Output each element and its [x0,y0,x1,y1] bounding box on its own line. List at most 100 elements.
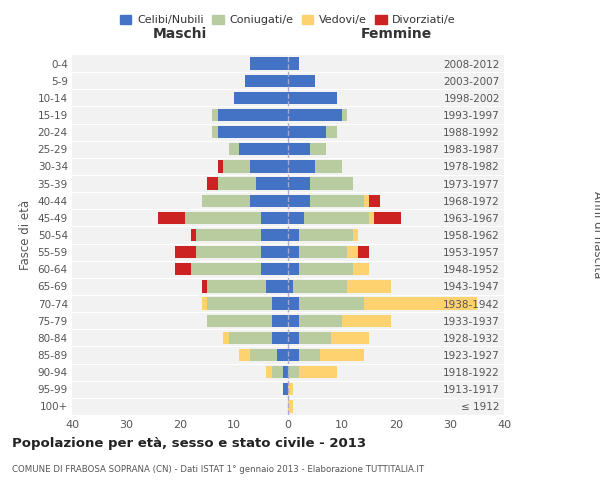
Text: Anni di nascita: Anni di nascita [590,192,600,278]
Bar [288,126,326,138]
Bar [288,246,299,258]
Bar [288,383,293,396]
Bar [207,298,272,310]
Bar [261,229,288,241]
Bar [288,92,337,104]
Bar [158,212,185,224]
Bar [288,58,299,70]
Bar [261,246,288,258]
Bar [347,246,358,258]
Bar [353,229,358,241]
Bar [207,280,266,292]
Bar [223,332,229,344]
Bar [331,332,369,344]
Bar [342,109,347,121]
Bar [315,160,342,172]
Bar [310,194,364,207]
Text: COMUNE DI FRABOSA SOPRANA (CN) - Dati ISTAT 1° gennaio 2013 - Elaborazione TUTTI: COMUNE DI FRABOSA SOPRANA (CN) - Dati IS… [12,466,424,474]
Bar [202,298,207,310]
Bar [288,194,310,207]
Bar [288,109,342,121]
Bar [283,366,288,378]
Bar [288,366,299,378]
Bar [369,212,374,224]
Bar [175,246,196,258]
Bar [299,349,320,361]
Bar [212,109,218,121]
Bar [299,314,342,327]
Bar [218,109,288,121]
Bar [288,178,310,190]
Bar [353,263,369,276]
Bar [212,126,218,138]
Bar [293,280,347,292]
Bar [266,280,288,292]
Bar [272,366,283,378]
Bar [299,366,337,378]
Bar [272,314,288,327]
Text: Femmine: Femmine [361,28,431,42]
Bar [261,263,288,276]
Bar [191,229,196,241]
Bar [218,160,223,172]
Bar [288,332,299,344]
Bar [288,314,299,327]
Bar [229,332,272,344]
Bar [191,263,261,276]
Bar [175,263,191,276]
Bar [288,229,299,241]
Bar [374,212,401,224]
Bar [239,349,250,361]
Bar [288,160,315,172]
Bar [288,400,293,412]
Bar [326,126,337,138]
Bar [234,92,288,104]
Bar [320,349,364,361]
Bar [364,194,369,207]
Bar [218,126,288,138]
Bar [288,349,299,361]
Bar [364,298,477,310]
Text: Popolazione per età, sesso e stato civile - 2013: Popolazione per età, sesso e stato civil… [12,438,366,450]
Bar [277,349,288,361]
Bar [202,280,207,292]
Bar [250,160,288,172]
Bar [283,383,288,396]
Bar [272,298,288,310]
Bar [218,178,256,190]
Bar [288,280,293,292]
Bar [358,246,369,258]
Bar [299,246,347,258]
Bar [229,143,239,156]
Bar [310,143,326,156]
Bar [261,212,288,224]
Bar [272,332,288,344]
Bar [207,314,272,327]
Bar [245,74,288,87]
Bar [299,263,353,276]
Bar [299,229,353,241]
Bar [288,298,299,310]
Bar [288,143,310,156]
Bar [299,332,331,344]
Bar [256,178,288,190]
Bar [250,58,288,70]
Legend: Celibi/Nubili, Coniugati/e, Vedovi/e, Divorziati/e: Celibi/Nubili, Coniugati/e, Vedovi/e, Di… [116,10,460,29]
Bar [288,74,315,87]
Bar [299,298,364,310]
Bar [196,246,261,258]
Text: Maschi: Maschi [153,28,207,42]
Bar [239,143,288,156]
Bar [288,212,304,224]
Bar [310,178,353,190]
Bar [223,160,250,172]
Bar [304,212,369,224]
Bar [250,349,277,361]
Bar [369,194,380,207]
Bar [185,212,261,224]
Bar [202,194,250,207]
Bar [250,194,288,207]
Y-axis label: Fasce di età: Fasce di età [19,200,32,270]
Bar [196,229,261,241]
Bar [347,280,391,292]
